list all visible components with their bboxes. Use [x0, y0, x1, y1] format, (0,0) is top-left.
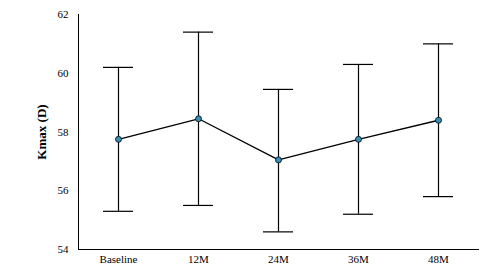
- svg-text:24M: 24M: [268, 253, 289, 265]
- svg-text:60: 60: [58, 67, 70, 79]
- svg-text:Kmax (D): Kmax (D): [34, 104, 49, 159]
- svg-text:12M: 12M: [188, 253, 209, 265]
- svg-text:54: 54: [58, 243, 70, 255]
- svg-text:48M: 48M: [428, 253, 449, 265]
- svg-text:56: 56: [58, 184, 70, 196]
- svg-text:Baseline: Baseline: [100, 253, 138, 265]
- svg-text:62: 62: [58, 8, 69, 20]
- svg-text:58: 58: [58, 126, 70, 138]
- svg-text:36M: 36M: [348, 253, 369, 265]
